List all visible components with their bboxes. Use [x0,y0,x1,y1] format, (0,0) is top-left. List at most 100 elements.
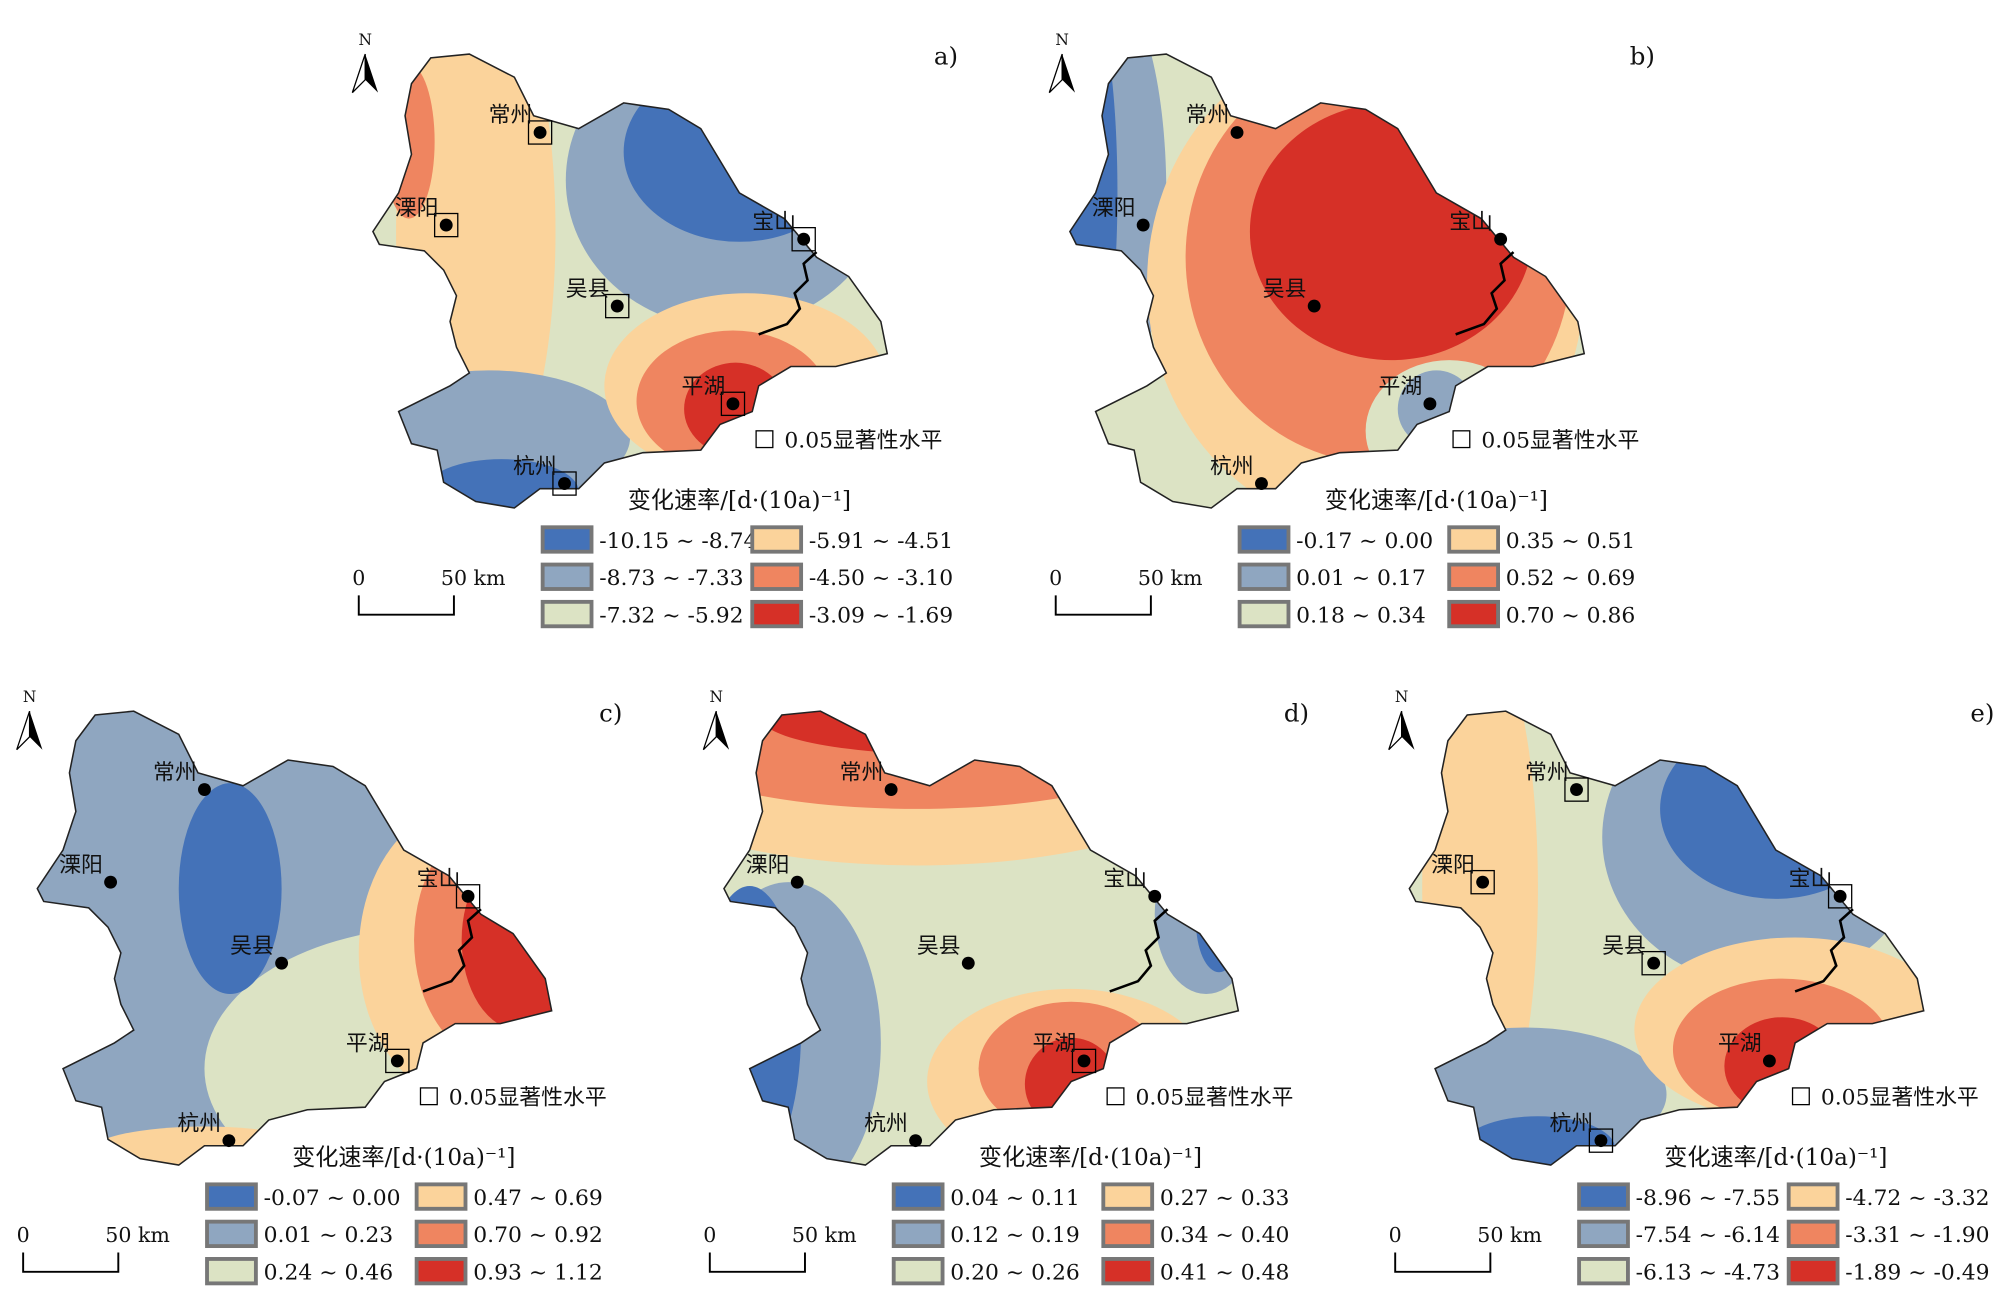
legend-title: 变化速率/[d·(10a)⁻¹] [1664,1145,1887,1171]
scale-bar [22,1252,120,1273]
legend-item-label: -8.96 ~ -7.55 [1636,1186,1780,1211]
city-label: 常州 [1186,103,1230,128]
legend-item-label: -5.91 ~ -4.51 [809,529,953,554]
legend-item-label: -7.32 ~ -5.92 [599,603,743,628]
north-arrow-icon [716,711,730,750]
north-arrow-icon [1048,53,1063,94]
city-label: 平湖 [682,375,726,400]
significance-box [455,884,481,909]
significance-legend-label: 0.05显著性水平 [784,429,942,454]
city-label: 平湖 [1718,1032,1762,1057]
panel-label: c) [599,698,622,727]
significance-box [791,227,816,252]
city-dot [726,397,740,411]
contour-zone [723,711,1213,866]
city-dot [1136,218,1150,232]
scale-distance: 50 km [1138,566,1203,590]
significance-legend-box [1452,430,1471,449]
significance-box [605,293,630,319]
scale-bar [708,1252,806,1273]
city-dot [1494,232,1508,246]
city-label: 宝山 [417,867,461,892]
contour-zone [1154,834,1239,995]
legend-item-label: 0.01 ~ 0.17 [1296,566,1426,591]
city-label: 溧阳 [59,853,103,878]
city-label: 吴县 [230,934,274,959]
city-dot [961,956,975,970]
contour-zones [37,711,552,1166]
north-label: N [1395,688,1409,706]
city-dot [884,783,898,797]
city-label: 平湖 [346,1032,390,1057]
legend-item-label: 0.24 ~ 0.46 [264,1261,394,1286]
city-dot [461,889,475,903]
legend-swatch [205,1257,258,1286]
legend-item-label: 0.70 ~ 0.92 [473,1223,603,1248]
city-label: 吴县 [917,934,961,959]
legend-swatch [1786,1182,1840,1211]
legend-item-label: -1.89 ~ -0.49 [1845,1261,1989,1286]
city-label: 溧阳 [1431,853,1475,878]
significance-box [552,471,577,496]
legend-swatch [1237,562,1291,591]
city-dot [198,783,211,797]
significance-legend-box [1106,1087,1125,1106]
legend-item-label: -0.17 ~ 0.00 [1296,529,1433,554]
legend-swatch [750,525,804,554]
legend-swatch [1786,1257,1840,1286]
north-arrow-icon [29,711,43,750]
legend-item-label: 0.18 ~ 0.34 [1296,603,1426,628]
significance-box [527,120,553,145]
legend-item-label: 0.12 ~ 0.19 [950,1223,1080,1248]
scale-distance: 50 km [105,1223,170,1247]
region-outline [723,710,1240,1166]
contour-zone [623,61,856,242]
city-dot [104,875,118,889]
north-arrow-icon [1388,710,1403,751]
scale-bar [1394,1252,1492,1273]
legend-item-label: 0.20 ~ 0.26 [950,1261,1080,1286]
city-dot [1833,889,1847,903]
legend-title: 变化速率/[d·(10a)⁻¹] [979,1145,1202,1171]
panel-label: d) [1284,698,1309,727]
legend-item-label: 0.93 ~ 1.12 [473,1261,603,1286]
significance-box [720,391,746,417]
city-label: 杭州 [1549,1111,1593,1136]
scale-distance: 50 km [792,1223,857,1247]
panel-label: a) [934,41,958,70]
city-dot [1762,1054,1776,1068]
significance-box [1564,777,1589,802]
significance-legend-box [419,1087,438,1106]
legend-swatch [1447,562,1500,591]
legend-item-label: 0.27 ~ 0.33 [1160,1186,1290,1211]
city-label: 宝山 [1449,210,1493,235]
legend-item-label: -6.13 ~ -4.73 [1636,1261,1780,1286]
city-label: 宝山 [752,210,796,235]
legend-item-label: -7.54 ~ -6.14 [1636,1223,1780,1248]
legend-swatch [1237,525,1291,554]
river-line [422,908,482,993]
river-line [758,251,818,336]
legend-swatch [1786,1219,1840,1249]
city-label: 溧阳 [1092,196,1136,221]
north-label: N [358,31,372,49]
city-dot [390,1054,404,1068]
legend-swatch [1447,525,1500,554]
city-dot [1423,397,1437,411]
legend-item-label: -3.09 ~ -1.69 [809,603,953,628]
legend-swatch [891,1257,945,1286]
contour-zone [1069,54,1118,386]
legend-swatch [750,562,804,591]
river-line [1109,908,1169,993]
scale-distance: 50 km [1477,1223,1542,1247]
city-dot [909,1134,922,1148]
legend-item-label: -3.31 ~ -1.90 [1845,1223,1989,1248]
legend-swatch [1577,1257,1630,1286]
scale-bar [357,595,455,616]
scale-distance: 50 km [441,566,506,590]
